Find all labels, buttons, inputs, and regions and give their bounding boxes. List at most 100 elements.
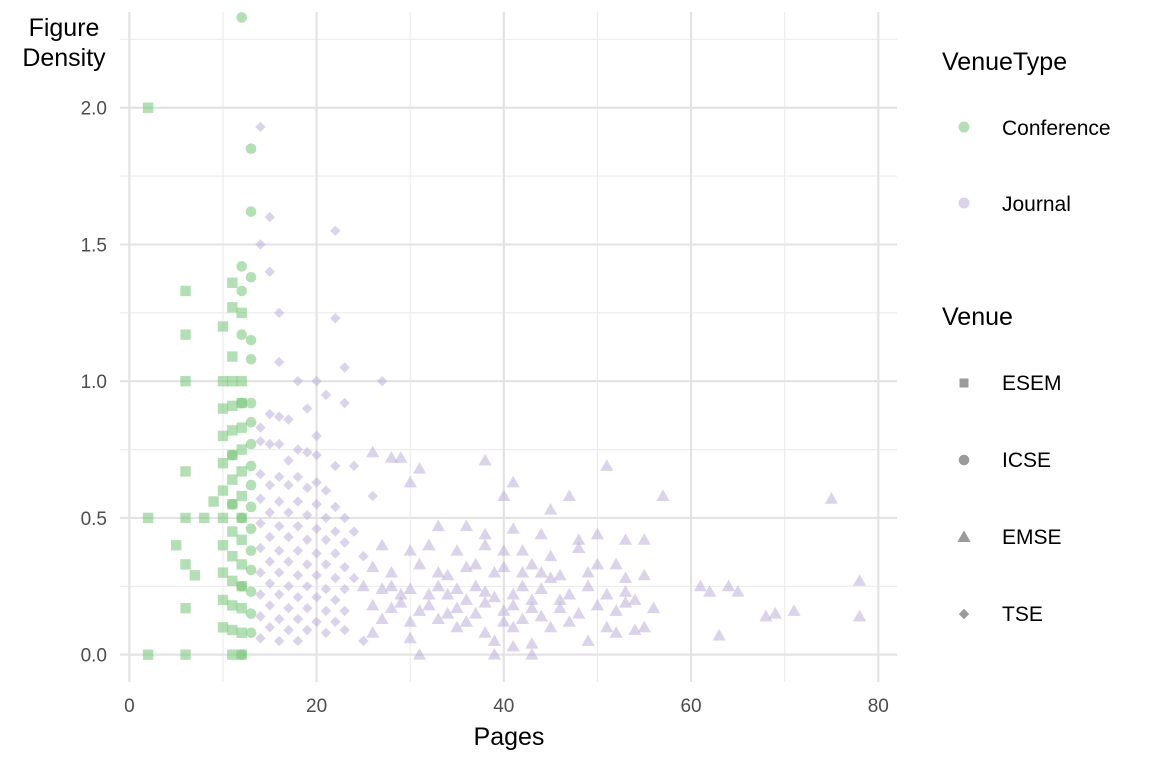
data-point-emse xyxy=(487,590,502,603)
data-point-emse xyxy=(628,593,642,605)
data-point-tse xyxy=(273,635,285,647)
data-point-esem xyxy=(227,551,238,562)
data-point-emse xyxy=(459,519,473,532)
data-point-emse xyxy=(572,533,586,545)
data-point-tse xyxy=(283,479,294,491)
data-point-tse xyxy=(255,633,266,644)
data-point-emse xyxy=(609,626,623,638)
data-point-emse xyxy=(581,579,595,592)
data-point-tse xyxy=(255,239,266,250)
data-point-esem xyxy=(236,627,247,638)
data-point-esem xyxy=(227,600,238,611)
data-point-esem xyxy=(236,534,247,545)
data-point-tse xyxy=(302,482,313,494)
data-point-tse xyxy=(273,567,285,578)
data-point-emse xyxy=(506,620,520,633)
color-legend-title: VenueType xyxy=(942,48,1067,76)
data-point-tse xyxy=(292,570,304,581)
data-point-emse xyxy=(600,459,614,471)
data-point-esem xyxy=(227,526,238,537)
data-point-emse xyxy=(544,549,558,562)
data-point-emse xyxy=(637,620,651,633)
data-point-emse xyxy=(431,579,445,592)
data-point-tse xyxy=(330,501,341,513)
data-point-tse xyxy=(292,444,304,455)
data-point-tse xyxy=(273,411,285,422)
data-point-tse xyxy=(348,460,360,472)
data-point-tse xyxy=(302,559,313,570)
data-point-emse xyxy=(366,560,380,573)
data-point-tse xyxy=(376,375,388,387)
data-point-tse xyxy=(255,611,266,622)
data-point-tse xyxy=(264,622,275,633)
y-axis-title-line-1: Figure xyxy=(29,14,100,42)
data-point-icse xyxy=(245,586,257,598)
legend-esem-label: ESEM xyxy=(1002,372,1062,395)
data-point-esem xyxy=(180,375,191,387)
data-point-tse xyxy=(311,548,322,559)
data-point-emse xyxy=(590,557,605,570)
data-point-icse xyxy=(236,649,247,660)
data-point-tse xyxy=(302,534,313,545)
data-point-icse xyxy=(236,285,247,297)
data-point-esem xyxy=(227,624,238,636)
data-point-emse xyxy=(394,587,408,600)
x-tick-label: 40 xyxy=(493,696,514,717)
data-point-esem xyxy=(236,559,247,570)
data-point-tse xyxy=(255,121,266,133)
data-point-emse xyxy=(459,593,473,605)
data-point-icse xyxy=(227,449,238,461)
data-point-emse xyxy=(544,620,558,633)
data-point-emse xyxy=(637,533,651,545)
data-point-tse xyxy=(264,408,275,420)
data-point-tse xyxy=(255,567,266,578)
data-point-icse xyxy=(227,498,238,510)
legend: VenueType Conference Journal Venue ESEM … xyxy=(942,48,1111,626)
data-point-emse xyxy=(590,527,605,540)
data-point-esem xyxy=(227,649,238,660)
data-point-esem xyxy=(180,602,191,614)
plot-grid xyxy=(120,12,897,682)
data-point-icse xyxy=(236,261,247,272)
data-point-tse xyxy=(283,507,294,518)
data-point-esem xyxy=(227,425,238,436)
data-point-emse xyxy=(394,451,408,463)
data-point-esem xyxy=(142,102,154,113)
data-point-tse xyxy=(283,531,294,543)
data-point-icse xyxy=(245,206,257,217)
data-point-emse xyxy=(497,489,511,501)
legend-emse-label: EMSE xyxy=(1002,526,1062,549)
data-point-tse xyxy=(311,430,322,442)
data-point-tse xyxy=(292,613,304,625)
data-point-emse xyxy=(412,604,427,616)
y-tick-label: 1.0 xyxy=(81,372,107,393)
data-point-tse xyxy=(311,375,322,387)
data-point-tse xyxy=(320,512,332,524)
data-point-tse xyxy=(302,447,313,458)
data-point-tse xyxy=(339,605,350,617)
data-point-emse xyxy=(431,519,445,532)
data-point-emse xyxy=(450,620,464,633)
data-point-emse xyxy=(609,604,623,616)
data-point-tse xyxy=(330,594,341,606)
data-point-emse xyxy=(852,574,867,586)
data-point-emse xyxy=(506,598,520,611)
legend-conference-label: Conference xyxy=(1002,117,1111,140)
data-point-icse xyxy=(245,271,257,283)
data-point-emse xyxy=(553,593,567,605)
data-point-tse xyxy=(273,356,285,368)
data-point-emse xyxy=(581,634,595,646)
data-point-emse xyxy=(469,557,483,570)
y-axis-title-line-2: Density xyxy=(22,44,106,72)
data-point-emse xyxy=(431,566,445,578)
data-point-icse xyxy=(245,523,257,535)
data-point-emse xyxy=(366,598,380,611)
data-point-tse xyxy=(255,422,266,433)
data-point-tse xyxy=(283,455,294,466)
data-point-esem xyxy=(217,594,229,606)
data-point-emse xyxy=(487,634,502,646)
data-point-esem xyxy=(227,575,238,587)
data-point-icse xyxy=(245,416,257,428)
data-point-icse xyxy=(245,438,257,450)
data-point-emse xyxy=(497,560,511,573)
